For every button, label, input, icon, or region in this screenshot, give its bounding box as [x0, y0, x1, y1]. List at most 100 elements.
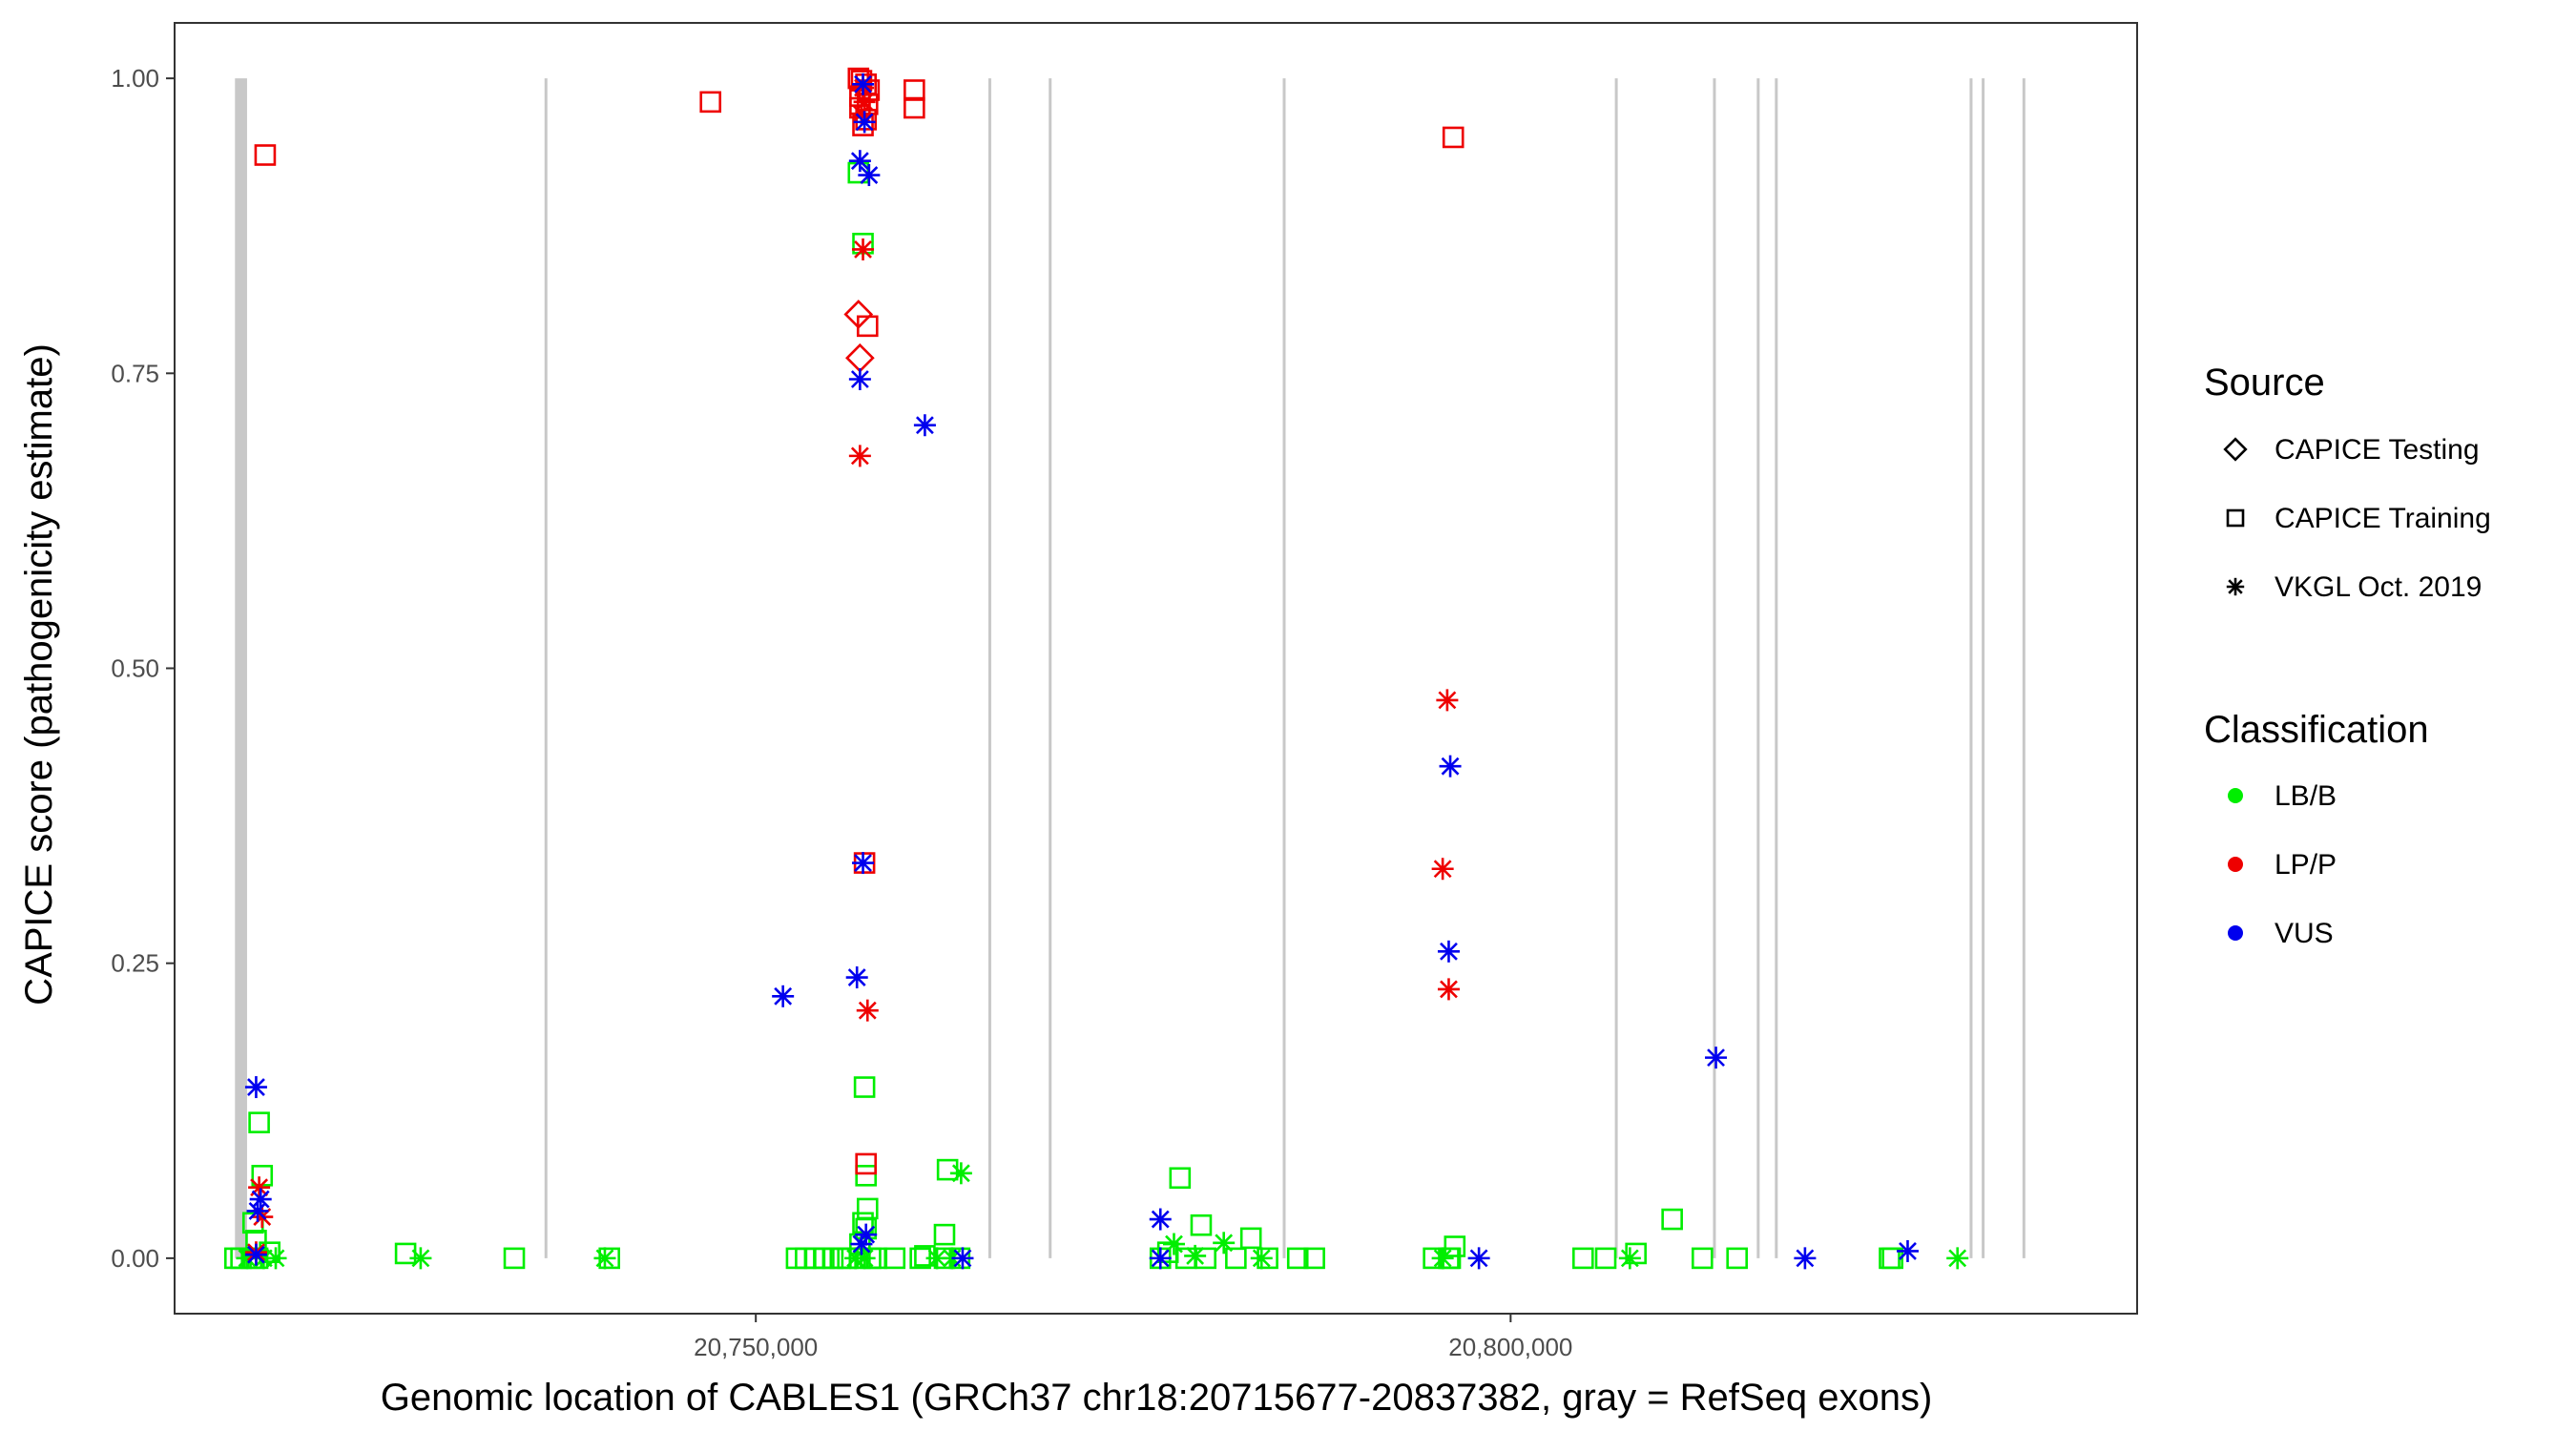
data-point-asterisk: [248, 1176, 271, 1199]
data-point-diamond: [845, 342, 875, 373]
plot-panel-border: [174, 22, 2138, 1315]
data-point-square: [1239, 1227, 1262, 1250]
data-point-square: [853, 1076, 876, 1098]
y-tick-label: 1.00: [111, 64, 159, 93]
data-point-asterisk: [913, 414, 936, 437]
data-point-asterisk: [1162, 1233, 1185, 1255]
data-point-asterisk: [852, 238, 875, 260]
data-point-square: [1169, 1167, 1192, 1190]
data-point-square: [883, 1247, 906, 1270]
data-point-asterisk: [1946, 1247, 1969, 1270]
data-point-asterisk: [246, 1199, 269, 1222]
data-point-asterisk: [1431, 1247, 1454, 1270]
data-point-asterisk: [856, 999, 879, 1022]
legend-key-dot: [2228, 925, 2243, 941]
data-point-square: [1225, 1247, 1247, 1270]
data-point-asterisk: [1618, 1247, 1641, 1270]
data-point-asterisk: [1439, 755, 1462, 778]
data-point-asterisk: [852, 73, 875, 95]
data-point-asterisk: [1149, 1247, 1172, 1270]
data-point-asterisk: [848, 445, 871, 467]
y-tick-label: 0.75: [111, 359, 159, 387]
data-point-square: [1594, 1247, 1617, 1270]
data-point-asterisk: [244, 1076, 267, 1099]
data-point-asterisk: [1149, 1208, 1172, 1231]
data-point-asterisk: [1794, 1247, 1817, 1270]
data-point-asterisk: [951, 1247, 974, 1270]
data-point-asterisk: [852, 852, 875, 875]
data-point-square: [1190, 1213, 1213, 1236]
data-point-square: [1625, 1242, 1647, 1265]
data-point-square: [855, 1152, 877, 1175]
data-point-asterisk: [853, 1247, 876, 1270]
data-point-asterisk: [845, 966, 868, 989]
x-axis-title: Genomic location of CABLES1 (GRCh37 chr1…: [381, 1377, 1933, 1419]
data-point-asterisk: [1437, 978, 1460, 1001]
data-point-square: [856, 1197, 879, 1220]
data-point-square: [503, 1247, 526, 1270]
legend-label: LB/B: [2275, 780, 2337, 812]
legend: Source CAPICE Testing CAPICE Training VKGL …: [2204, 362, 2491, 949]
y-tick-label: 0.50: [111, 654, 159, 683]
data-point-asterisk: [1436, 689, 1459, 712]
data-point-square: [852, 114, 874, 136]
data-point-asterisk: [264, 1247, 287, 1270]
data-point-square: [598, 1247, 621, 1270]
data-point-asterisk: [772, 985, 795, 1007]
data-point-square: [1661, 1208, 1683, 1231]
data-point-asterisk: [409, 1247, 432, 1270]
data-point-square: [1726, 1247, 1748, 1270]
data-point-square: [1195, 1247, 1217, 1270]
legend-label: CAPICE Training: [2275, 503, 2491, 534]
data-point-square: [855, 1165, 877, 1187]
y-tick-label: 0.25: [111, 949, 159, 978]
data-point-asterisk: [1213, 1232, 1236, 1255]
legend-label: VKGL Oct. 2019: [2275, 571, 2482, 603]
data-point-asterisk: [244, 1243, 267, 1266]
data-point-square: [1571, 1247, 1594, 1270]
data-point-asterisk: [949, 1162, 972, 1185]
data-point-square: [1444, 1235, 1466, 1257]
data-point-asterisk: [848, 150, 871, 173]
y-axis-title: CAPICE score (pathogenicity estimate): [18, 343, 60, 1006]
legend-label: VUS: [2275, 918, 2334, 949]
data-point-square: [1303, 1247, 1325, 1270]
data-point-asterisk: [1250, 1247, 1273, 1270]
exon-band: [235, 78, 247, 1258]
data-point-square: [1691, 1247, 1714, 1270]
data-point-asterisk: [1467, 1247, 1490, 1270]
data-points: [223, 67, 1969, 1270]
data-point-square: [855, 109, 877, 131]
data-point-asterisk: [848, 367, 871, 390]
data-point-square: [904, 96, 925, 119]
data-point-square: [254, 144, 277, 166]
data-point-square: [904, 79, 925, 101]
data-point-asterisk: [1431, 858, 1454, 881]
legend-key-dot: [2228, 788, 2243, 803]
data-point-asterisk: [858, 164, 881, 187]
legend-key-dot: [2228, 857, 2243, 872]
data-point-asterisk: [1437, 940, 1460, 963]
x-tick-label: 20,800,000: [1448, 1333, 1572, 1361]
data-point-square: [1257, 1247, 1278, 1270]
legend-label: LP/P: [2275, 849, 2337, 881]
data-point-square: [248, 1111, 270, 1133]
data-point-square: [1286, 1247, 1309, 1270]
data-point-square: [699, 91, 722, 114]
legend-key-asterisk: [2226, 577, 2245, 596]
data-point-square: [1442, 126, 1465, 149]
data-point-diamond: [843, 300, 874, 329]
exon-lines: [235, 78, 2025, 1258]
data-point-square: [1439, 1247, 1462, 1270]
y-axis: 0.00 0.25 0.50 0.75 1.00: [111, 64, 175, 1273]
x-tick-label: 20,750,000: [694, 1333, 818, 1361]
legend-title-source: Source: [2204, 362, 2325, 404]
data-point-square: [394, 1242, 417, 1265]
data-point-asterisk: [1705, 1047, 1728, 1069]
data-point-asterisk: [1896, 1239, 1919, 1262]
legend-title-classification: Classification: [2204, 709, 2429, 751]
legend-label: CAPICE Testing: [2275, 434, 2480, 466]
data-point-asterisk: [850, 1233, 873, 1255]
legend-key-diamond: [2223, 437, 2248, 462]
